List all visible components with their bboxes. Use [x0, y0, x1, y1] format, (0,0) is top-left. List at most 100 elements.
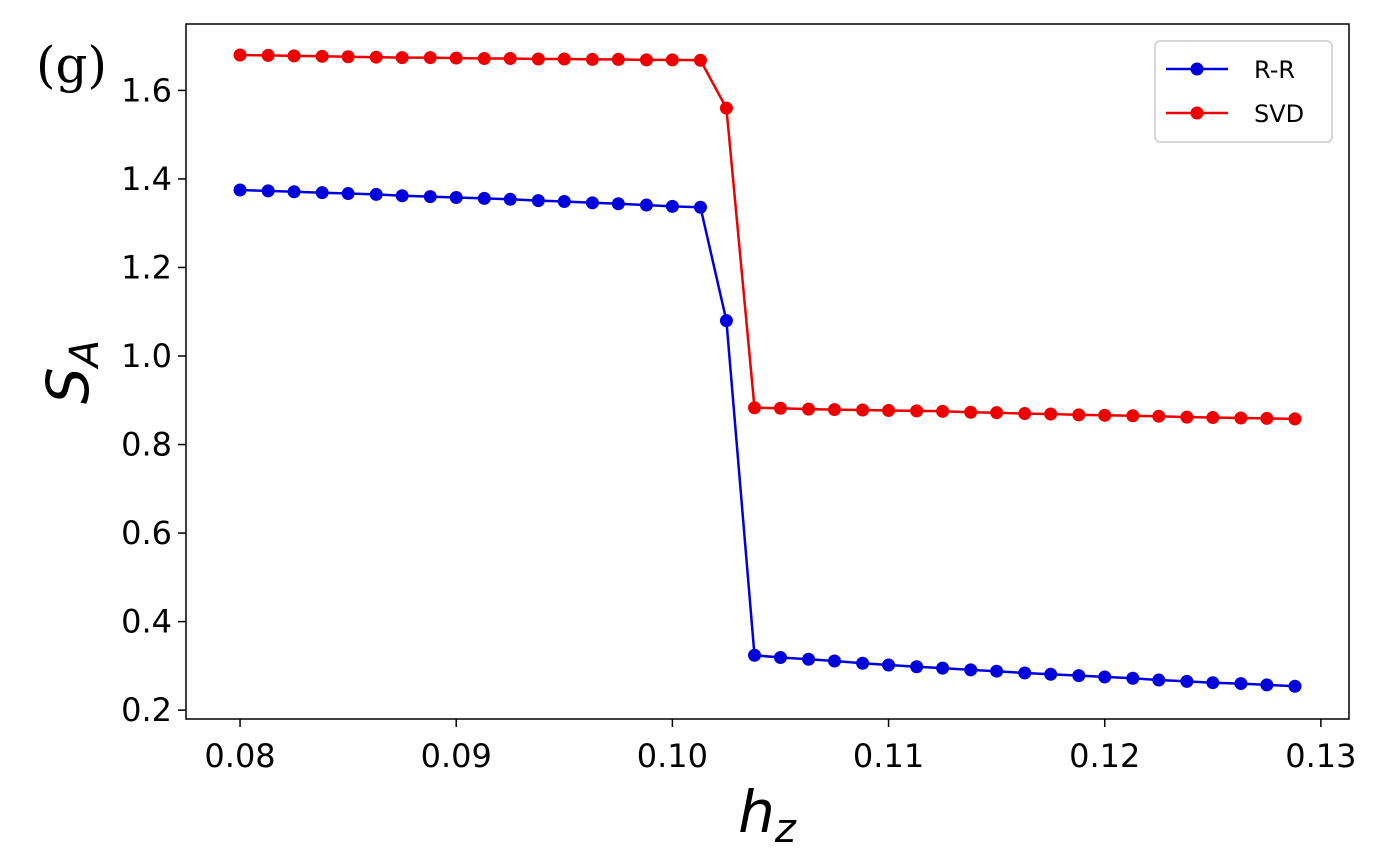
- data-point-svd: [773, 401, 787, 415]
- data-point-svd: [1180, 410, 1194, 424]
- data-point-svd: [423, 51, 437, 65]
- data-point-r-r: [315, 186, 329, 200]
- data-point-svd: [1018, 407, 1032, 421]
- legend-label-r-r: R-R: [1254, 56, 1295, 84]
- x-tick-label: 0.12: [1069, 737, 1140, 775]
- data-point-r-r: [1098, 670, 1112, 684]
- x-tick-label: 0.08: [204, 737, 275, 775]
- data-point-r-r: [964, 663, 978, 677]
- y-tick-label: 1.4: [121, 160, 172, 198]
- x-axis-label-subscript: z: [774, 806, 797, 852]
- legend-box: [1154, 40, 1333, 143]
- data-point-r-r: [1152, 673, 1166, 687]
- data-point-svd: [503, 52, 517, 66]
- data-point-svd: [856, 403, 870, 417]
- data-point-svd: [1044, 407, 1058, 421]
- y-tick-label: 1.2: [121, 248, 172, 286]
- data-point-r-r: [585, 196, 599, 210]
- data-point-r-r: [719, 314, 733, 328]
- data-point-svd: [287, 49, 301, 63]
- data-point-svd: [1152, 409, 1166, 423]
- data-point-r-r: [611, 197, 625, 211]
- legend-label-svd: SVD: [1254, 100, 1304, 128]
- data-point-r-r: [287, 185, 301, 199]
- y-tick-label: 0.2: [121, 691, 172, 729]
- data-point-svd: [693, 53, 707, 67]
- data-point-svd: [665, 53, 679, 67]
- x-tick-label: 0.11: [853, 737, 924, 775]
- y-tick-label: 0.8: [121, 426, 172, 464]
- data-point-r-r: [773, 650, 787, 664]
- data-point-r-r: [369, 187, 383, 201]
- data-point-svd: [449, 51, 463, 65]
- data-point-r-r: [802, 652, 816, 666]
- y-axis-label: SA: [34, 340, 108, 404]
- data-point-r-r: [1044, 667, 1058, 681]
- data-point-r-r: [828, 654, 842, 668]
- data-point-svd: [261, 48, 275, 62]
- x-tick-label: 0.10: [637, 737, 708, 775]
- data-point-svd: [477, 52, 491, 66]
- data-point-r-r: [261, 184, 275, 198]
- data-point-r-r: [1288, 679, 1302, 693]
- data-point-r-r: [341, 187, 355, 201]
- y-axis-label-subscript: A: [62, 340, 108, 370]
- data-point-svd: [1206, 411, 1220, 425]
- data-point-r-r: [693, 200, 707, 214]
- x-axis-label: hz: [738, 778, 797, 852]
- data-point-r-r: [665, 199, 679, 213]
- data-point-r-r: [449, 191, 463, 205]
- data-point-r-r: [990, 664, 1004, 678]
- data-point-r-r: [882, 658, 896, 672]
- legend-marker-r-r: [1190, 62, 1204, 76]
- data-point-r-r: [1260, 678, 1274, 692]
- series-line-svd: [239, 53, 1296, 421]
- data-point-svd: [639, 53, 653, 67]
- series-layer: [233, 48, 1302, 693]
- data-point-svd: [369, 50, 383, 64]
- data-point-r-r: [1072, 669, 1086, 683]
- data-point-r-r: [748, 648, 762, 662]
- data-point-r-r: [910, 660, 924, 674]
- data-point-svd: [315, 49, 329, 63]
- data-point-r-r: [557, 195, 571, 209]
- x-tick-label: 0.13: [1285, 737, 1356, 775]
- data-point-svd: [531, 52, 545, 66]
- data-point-svd: [233, 48, 247, 62]
- data-point-svd: [1260, 411, 1274, 425]
- data-point-r-r: [1234, 677, 1248, 691]
- plot-frame: [185, 23, 1350, 720]
- data-point-r-r: [856, 656, 870, 670]
- data-point-svd: [395, 51, 409, 65]
- data-point-r-r: [1126, 671, 1140, 685]
- series-line-r-r: [239, 188, 1296, 688]
- y-tick-label: 0.4: [121, 603, 172, 641]
- data-point-svd: [882, 403, 896, 417]
- data-point-svd: [1234, 411, 1248, 425]
- data-point-svd: [828, 403, 842, 417]
- data-point-svd: [611, 52, 625, 66]
- data-point-r-r: [1180, 674, 1194, 688]
- data-point-r-r: [233, 183, 247, 197]
- legend-marker-svd: [1190, 106, 1204, 120]
- ticks-layer: 0.08 0.09 0.10 0.11 0.12 0.13 0.2 0.4 0.6 0.8 1.0 1…: [121, 71, 1356, 775]
- data-point-svd: [802, 402, 816, 416]
- x-tick-label: 0.09: [421, 737, 492, 775]
- data-point-r-r: [936, 661, 950, 675]
- data-point-svd: [1126, 409, 1140, 423]
- data-point-r-r: [503, 192, 517, 206]
- data-point-r-r: [1206, 676, 1220, 690]
- panel-label: (g): [36, 36, 107, 94]
- data-point-svd: [748, 401, 762, 415]
- data-point-r-r: [423, 190, 437, 204]
- data-point-svd: [341, 50, 355, 64]
- y-tick-label: 1.0: [121, 337, 172, 375]
- y-tick-label: 0.6: [121, 514, 172, 552]
- data-point-svd: [719, 101, 733, 115]
- data-point-svd: [557, 52, 571, 66]
- data-point-svd: [990, 406, 1004, 420]
- data-point-svd: [936, 404, 950, 418]
- data-point-r-r: [639, 198, 653, 212]
- data-point-svd: [1098, 408, 1112, 422]
